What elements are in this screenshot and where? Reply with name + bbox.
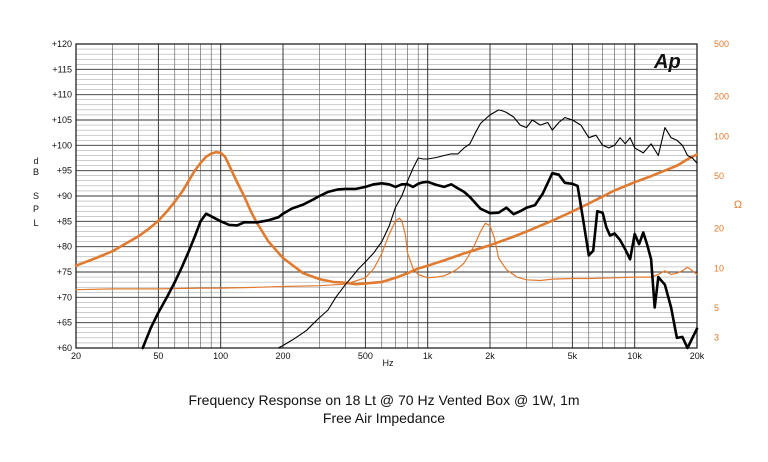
x-tick-label: 20 <box>71 351 81 361</box>
y-tick-label: +85 <box>57 216 72 226</box>
series-layer <box>74 109 699 350</box>
y-tick-label: +90 <box>57 191 72 201</box>
x-tick-label: 500 <box>358 351 373 361</box>
y-tick-label: +95 <box>57 166 72 176</box>
y2-tick-label: 200 <box>714 92 729 102</box>
x-tick-label: 1k <box>423 351 433 361</box>
y2-tick-label: 50 <box>714 171 724 181</box>
y2-tick-label: 3 <box>714 333 719 343</box>
plot-border <box>75 43 698 349</box>
y-tick-label: +75 <box>57 267 72 277</box>
x-tick-label: 2k <box>485 351 495 361</box>
y-axis-label-letter: P <box>33 204 39 214</box>
y2-tick-label: 5 <box>714 303 719 313</box>
x-tick-label: 200 <box>275 351 290 361</box>
y2-tick-label: 10 <box>714 263 724 273</box>
y2-tick-labels: 500 200 100 50 20 10 5 3 <box>714 39 729 343</box>
x-tick-label: 100 <box>213 351 228 361</box>
chart-subtitle: Free Air Impedance <box>322 410 446 426</box>
y-tick-labels: +120 +115 +110 +105 +100 +95 +90 +85 +80 +75 +70 +6… <box>52 39 72 353</box>
x-tick-label: 50 <box>153 351 163 361</box>
y-axis-label-letter: B <box>33 167 39 177</box>
x-axis-label: Hz <box>383 358 394 368</box>
axis-labels: dB SPL <box>33 156 39 228</box>
y-tick-label: +110 <box>52 90 72 100</box>
y-tick-label: +80 <box>57 242 72 252</box>
y-tick-label: +70 <box>57 292 72 302</box>
y-tick-label: +65 <box>57 318 72 328</box>
x-tick-label: 5k <box>568 351 578 361</box>
y-axis-label-letter: L <box>33 218 38 228</box>
series-line-1 <box>277 109 698 349</box>
series-line-3 <box>75 217 698 291</box>
y2-axis-label: Ω <box>734 199 742 211</box>
y2-tick-label: 100 <box>714 131 729 141</box>
y-axis-label-letter: d <box>33 156 38 166</box>
y-tick-label: +60 <box>57 343 72 353</box>
x-tick-label: 10k <box>627 351 642 361</box>
x-tick-labels: 20 50 100 200 500 1k 2k 5k 10k 20k <box>71 351 705 361</box>
ap-logo: Ap <box>653 51 681 73</box>
series-line-0 <box>141 171 699 350</box>
y-tick-label: +100 <box>52 140 72 150</box>
y2-tick-label: 500 <box>714 39 729 49</box>
chart-title: Frequency Response on 18 Lt @ 70 Hz Vent… <box>188 392 580 408</box>
y-tick-label: +120 <box>52 39 72 49</box>
series-line-2 <box>74 150 699 286</box>
y-tick-label: +115 <box>52 64 72 74</box>
y-tick-label: +105 <box>52 115 72 125</box>
y-axis-label-letter: S <box>33 191 39 201</box>
x-tick-label: 20k <box>690 351 705 361</box>
plot-frame <box>75 43 698 349</box>
y2-tick-label: 20 <box>714 224 724 234</box>
